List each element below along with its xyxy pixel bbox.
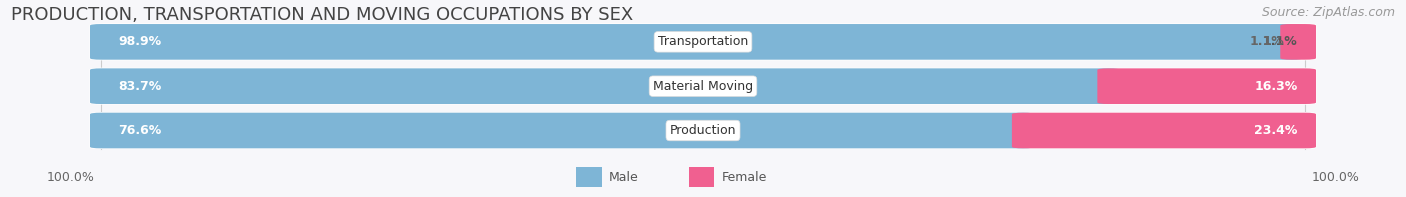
Text: Material Moving: Material Moving — [652, 80, 754, 93]
FancyBboxPatch shape — [90, 68, 1119, 104]
FancyBboxPatch shape — [1097, 68, 1316, 104]
Text: 100.0%: 100.0% — [1312, 171, 1360, 184]
FancyBboxPatch shape — [689, 167, 714, 187]
FancyBboxPatch shape — [1281, 24, 1316, 60]
FancyBboxPatch shape — [1012, 113, 1316, 148]
FancyBboxPatch shape — [576, 167, 602, 187]
Text: Transportation: Transportation — [658, 35, 748, 48]
Text: 76.6%: 76.6% — [118, 124, 162, 137]
Text: 100.0%: 100.0% — [46, 171, 94, 184]
FancyBboxPatch shape — [90, 68, 1316, 104]
Text: PRODUCTION, TRANSPORTATION AND MOVING OCCUPATIONS BY SEX: PRODUCTION, TRANSPORTATION AND MOVING OC… — [11, 6, 634, 24]
Text: 23.4%: 23.4% — [1254, 124, 1298, 137]
Text: Source: ZipAtlas.com: Source: ZipAtlas.com — [1261, 6, 1395, 19]
Text: Male: Male — [609, 171, 638, 184]
Text: 1.1%: 1.1% — [1263, 35, 1298, 48]
FancyBboxPatch shape — [90, 113, 1316, 148]
Text: 16.3%: 16.3% — [1254, 80, 1298, 93]
FancyBboxPatch shape — [90, 24, 1303, 60]
Text: 83.7%: 83.7% — [118, 80, 162, 93]
FancyBboxPatch shape — [90, 113, 1035, 148]
FancyBboxPatch shape — [90, 24, 1316, 60]
Text: 1.1%: 1.1% — [1250, 35, 1285, 48]
Text: Production: Production — [669, 124, 737, 137]
Text: 98.9%: 98.9% — [118, 35, 162, 48]
Text: Female: Female — [721, 171, 766, 184]
